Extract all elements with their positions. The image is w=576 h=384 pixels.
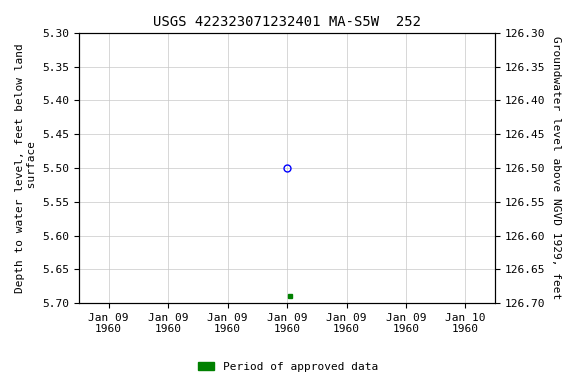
Y-axis label: Groundwater level above NGVD 1929, feet: Groundwater level above NGVD 1929, feet: [551, 36, 561, 300]
Y-axis label: Depth to water level, feet below land
 surface: Depth to water level, feet below land su…: [15, 43, 37, 293]
Legend: Period of approved data: Period of approved data: [193, 358, 383, 377]
Title: USGS 422323071232401 MA-S5W  252: USGS 422323071232401 MA-S5W 252: [153, 15, 421, 29]
